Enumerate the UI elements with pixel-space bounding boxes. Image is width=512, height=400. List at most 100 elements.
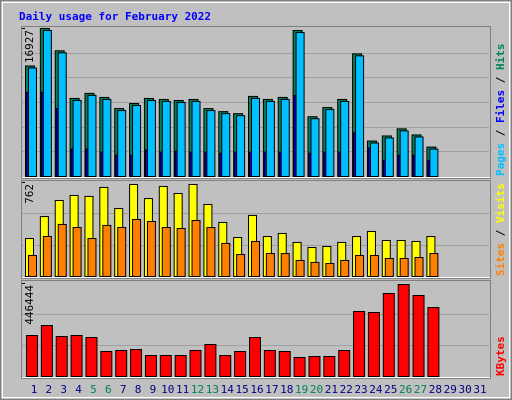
bar	[236, 254, 246, 277]
bar	[295, 259, 305, 278]
bar	[161, 227, 171, 277]
x-tick-label: 4	[75, 383, 82, 396]
bar	[204, 344, 217, 377]
bar	[146, 220, 156, 277]
bar	[338, 350, 351, 378]
panel-frame	[21, 26, 491, 179]
bar	[278, 351, 291, 377]
x-tick-label: 24	[369, 383, 383, 396]
x-tick-label: 9	[150, 383, 157, 396]
bar	[340, 259, 350, 278]
x-tick-label: 23	[354, 383, 367, 396]
bar	[117, 110, 127, 177]
bar	[340, 100, 350, 177]
x-tick-label: 17	[265, 383, 278, 396]
bar	[102, 224, 112, 278]
bar	[176, 101, 186, 177]
bar	[280, 98, 290, 177]
x-tick-label: 27	[414, 383, 427, 396]
bar	[355, 55, 365, 177]
bar	[42, 236, 52, 277]
legend: Sites / Visits	[494, 183, 507, 276]
x-tick-label: 22	[340, 383, 353, 396]
bar	[57, 52, 67, 177]
bar	[384, 137, 394, 177]
bar	[55, 336, 68, 377]
y-tick-label: 762	[23, 184, 36, 204]
bar	[414, 136, 424, 177]
bar	[189, 350, 202, 378]
bar	[353, 311, 366, 377]
bar	[325, 109, 335, 177]
bar	[219, 355, 232, 377]
bar	[70, 335, 83, 378]
legend-separator: /	[494, 70, 507, 90]
legend-entry: Files	[494, 90, 507, 123]
bar	[85, 337, 98, 378]
bar	[100, 351, 113, 377]
bar	[323, 356, 336, 377]
bar	[117, 227, 127, 277]
panel-frame	[21, 280, 491, 379]
x-tick-label: 29	[444, 383, 457, 396]
bar	[249, 337, 261, 378]
bar	[57, 223, 67, 278]
x-tick-label: 20	[310, 383, 323, 396]
panel-frame	[21, 180, 491, 279]
bar	[174, 355, 187, 377]
x-tick-label: 6	[105, 383, 112, 396]
legend-entry: Visits	[494, 183, 507, 223]
bar	[355, 255, 365, 277]
bar	[251, 240, 260, 278]
y-tick-label: 16927	[23, 30, 36, 63]
bar	[429, 253, 439, 277]
bar	[265, 100, 275, 177]
x-tick-label: 10	[161, 383, 174, 396]
bar	[414, 257, 424, 277]
bar	[191, 219, 201, 277]
bar	[28, 67, 37, 177]
bar	[263, 350, 276, 378]
legend-separator: /	[494, 223, 507, 243]
bar	[130, 349, 143, 377]
x-tick-label: 26	[399, 383, 412, 396]
legend-entry: KBytes	[494, 336, 507, 376]
x-tick-label: 7	[120, 383, 127, 396]
chart-title: Daily usage for February 2022	[19, 10, 211, 23]
bar	[40, 325, 53, 377]
bar	[221, 242, 231, 278]
x-tick-label: 1	[31, 383, 38, 396]
bar	[191, 100, 201, 177]
bar	[159, 355, 172, 377]
legend-entry: Pages	[494, 143, 507, 176]
bar	[427, 307, 440, 378]
bar	[132, 219, 142, 277]
bar	[72, 227, 82, 277]
bar	[26, 335, 38, 378]
bar	[236, 115, 246, 177]
legend-separator: /	[494, 123, 507, 143]
x-tick-label: 12	[191, 383, 204, 396]
x-tick-label: 2	[46, 383, 53, 396]
x-tick-label: 16	[250, 383, 263, 396]
bar	[87, 238, 97, 277]
bar	[367, 312, 380, 378]
x-tick-label: 28	[429, 383, 442, 396]
bar	[176, 228, 186, 277]
x-tick-label: 13	[206, 383, 219, 396]
bar	[399, 257, 409, 277]
bar	[115, 350, 128, 378]
bar	[399, 130, 409, 178]
bar	[72, 99, 82, 177]
legend-entry: Sites	[494, 243, 507, 276]
bar	[42, 30, 52, 178]
legend-entry: Hits	[494, 44, 507, 71]
bar	[308, 356, 321, 377]
x-tick-label: 21	[325, 383, 338, 396]
bar	[206, 110, 216, 177]
bar	[251, 97, 260, 177]
x-tick-label: 15	[236, 383, 249, 396]
bar	[161, 100, 171, 177]
